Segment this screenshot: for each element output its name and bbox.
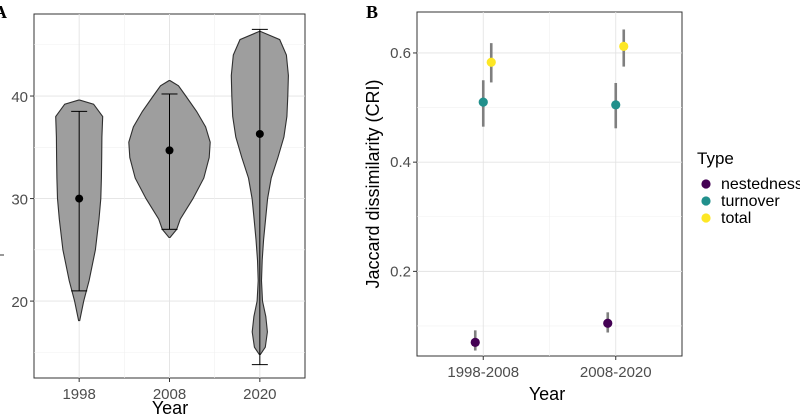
x-tick-label: 2020 xyxy=(243,386,276,403)
panel-a-x-axis-title: Year xyxy=(152,398,188,418)
legend-title: Type xyxy=(697,149,734,168)
panel-b-x-axis-title: Year xyxy=(529,384,565,404)
panel-b-label: B xyxy=(366,2,378,22)
panel-b-points xyxy=(470,29,629,351)
y-tick-label: 0.6 xyxy=(390,45,411,62)
legend-label-total: total xyxy=(721,210,751,227)
panel-a-violins xyxy=(55,28,289,366)
point-total-2008-2020 xyxy=(619,41,629,52)
y-tick-label: 0.4 xyxy=(390,154,411,171)
legend-key-nestedness xyxy=(701,179,711,189)
panel-a-x-ticks: 1998 2008 2020 xyxy=(62,378,277,403)
point-turnover-1998-2008 xyxy=(478,97,488,107)
panel-a-label: A xyxy=(0,2,7,22)
mean-point-2020 xyxy=(255,129,264,138)
panel-a-y-ticks: 20 30 40 xyxy=(11,89,34,311)
y-tick-label: 30 xyxy=(11,192,28,209)
panel-b: B 0.2 0.4 0.6 1998-2008 2008-2020 Year Jacc… xyxy=(363,2,800,404)
point-turnover-2008-2020 xyxy=(611,100,621,110)
x-tick-label: 2008 xyxy=(153,386,186,403)
panel-a: A 20 30 40 1998 2008 2020 Year xyxy=(0,2,306,418)
panel-b-grid xyxy=(417,12,682,356)
point-total-1998-2008 xyxy=(486,57,496,67)
x-tick-label: 1998-2008 xyxy=(447,364,519,381)
panel-b-y-ticks: 0.2 0.4 0.6 xyxy=(390,45,417,280)
y-tick-label: 20 xyxy=(11,294,28,311)
legend-key-total xyxy=(701,213,711,223)
legend-key-turnover xyxy=(701,196,711,206)
y-tick-label: 40 xyxy=(11,89,28,106)
panel-b-x-ticks: 1998-2008 2008-2020 xyxy=(447,356,652,381)
x-tick-label: 1998 xyxy=(62,386,95,403)
mean-point-1998 xyxy=(75,194,84,203)
y-tick-label: 0.2 xyxy=(390,263,411,280)
legend-label-turnover: turnover xyxy=(721,193,780,210)
mean-point-2008 xyxy=(165,146,174,155)
point-nestedness-2008-2020 xyxy=(603,318,613,328)
x-tick-label: 2008-2020 xyxy=(580,364,652,381)
point-nestedness-1998-2008 xyxy=(470,337,480,347)
panel-b-y-axis-title: Jaccard dissimilarity (CRI) xyxy=(363,79,383,288)
legend-label-nestedness: nestedness xyxy=(721,176,800,193)
